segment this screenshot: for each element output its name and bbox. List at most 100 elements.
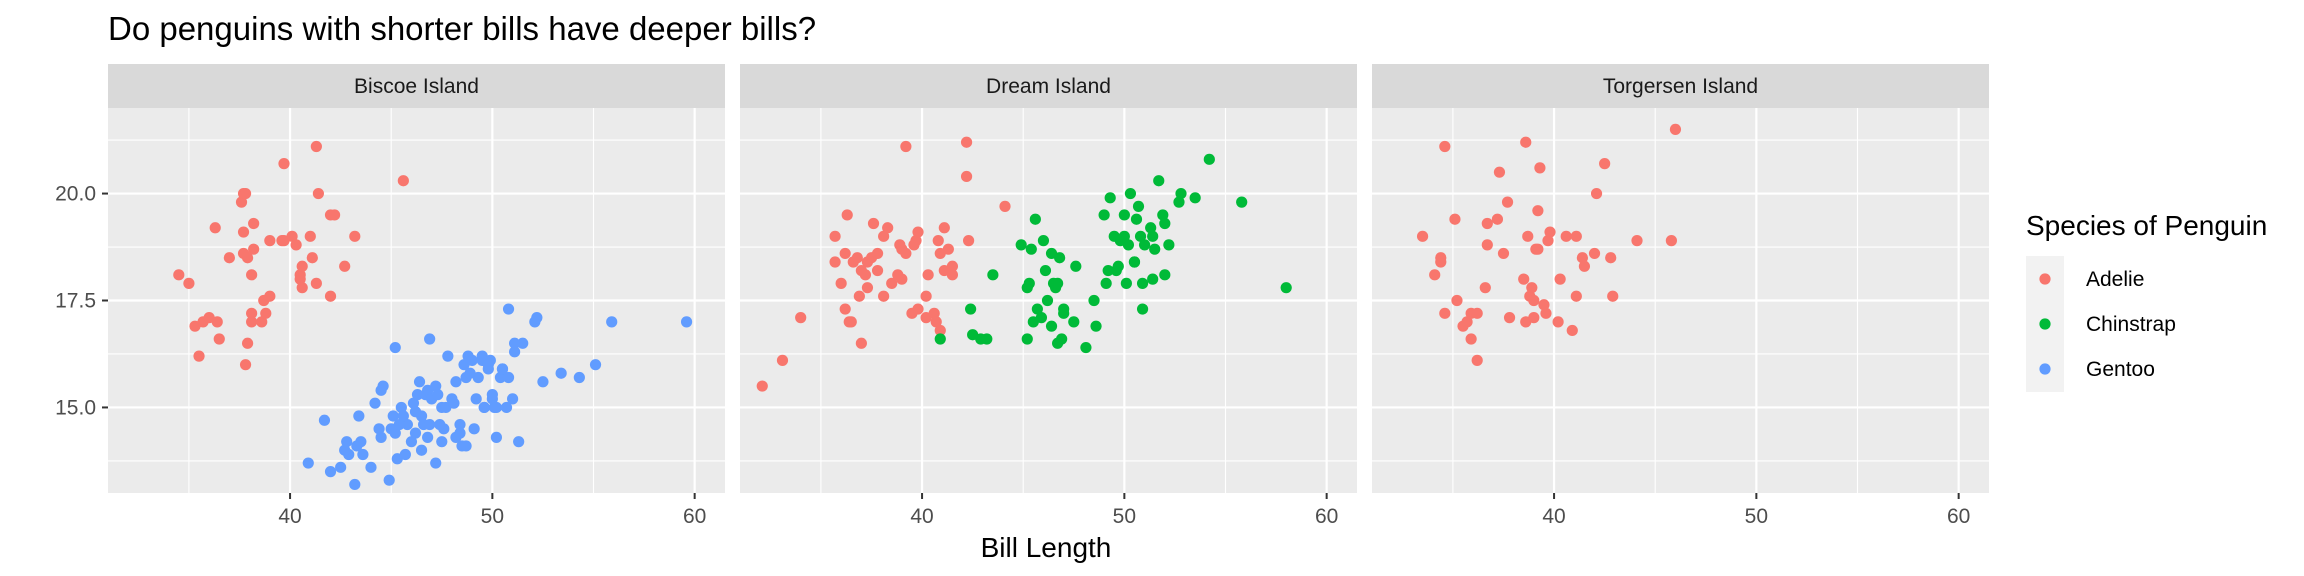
data-point-gentoo [436,436,448,448]
data-point-gentoo [422,431,434,443]
data-point-adelie [193,350,205,362]
data-point-adelie [1501,196,1514,208]
x-tick-label: 40 [1542,505,1565,528]
data-point-adelie [871,264,884,277]
data-point-gentoo [413,376,426,388]
data-point-adelie [1532,205,1544,217]
chart-title: Do penguins with shorter bills have deep… [108,10,816,47]
data-point-adelie [246,269,258,281]
data-point-adelie [286,230,298,242]
data-point-adelie [278,158,290,170]
data-point-chinstrap [1157,209,1169,221]
data-point-gentoo [401,418,413,431]
data-point-adelie [1471,307,1483,319]
data-point-adelie [1552,316,1564,328]
data-point-adelie [223,252,235,264]
facet-strip [1372,64,1989,108]
data-point-chinstrap [1128,256,1141,268]
data-point-adelie [256,316,268,328]
data-point-chinstrap [1147,273,1159,285]
data-point-gentoo [606,316,618,328]
data-point-gentoo [434,418,446,431]
legend-title: Species of Penguin [2026,210,2267,241]
data-point-chinstrap [1118,230,1130,242]
data-point-gentoo [454,427,466,439]
data-point-gentoo [468,423,480,435]
data-point-adelie [260,307,272,319]
data-point-chinstrap [1134,230,1147,242]
facet-strip-label: Dream Island [986,75,1111,98]
data-point-chinstrap [1039,264,1052,277]
data-point-adelie [310,140,322,153]
data-point-adelie [1479,282,1491,294]
data-point-gentoo [496,363,509,375]
data-point-adelie [960,170,973,183]
data-point-adelie [237,226,250,238]
data-point-chinstrap [934,333,946,345]
legend-key-adelie [2039,273,2051,285]
data-point-adelie [1429,269,1441,281]
data-point-adelie [853,290,865,302]
data-point-adelie [239,187,252,200]
data-point-gentoo [369,397,381,409]
data-point-adelie [246,316,258,328]
x-tick-label: 60 [1315,505,1338,528]
data-point-gentoo [486,389,498,401]
data-point-chinstrap [981,333,993,345]
data-point-adelie [795,312,807,324]
data-point-adelie [183,277,195,289]
data-point-adelie [851,252,863,264]
data-point-adelie [1528,312,1540,324]
data-point-adelie [306,252,318,264]
data-point-chinstrap [1159,269,1171,281]
data-point-adelie [1493,166,1506,178]
data-point-adelie [829,256,841,268]
data-point-gentoo [383,474,395,486]
data-point-gentoo [506,393,519,405]
data-point-adelie [248,243,260,255]
data-point-adelie [324,290,337,302]
data-point-adelie [756,380,768,392]
data-point-chinstrap [1173,196,1185,208]
data-point-chinstrap [1102,264,1114,277]
data-point-adelie [1566,324,1578,337]
data-point-gentoo [399,448,411,461]
data-point-adelie [1491,213,1504,225]
data-point-adelie [328,209,341,221]
data-point-gentoo [430,380,442,392]
data-point-gentoo [517,337,529,349]
x-tick-label: 60 [683,505,706,528]
data-point-adelie [1631,235,1643,247]
data-point-adelie [900,140,912,153]
data-point-adelie [839,247,851,260]
data-point-adelie [910,235,922,247]
data-point-gentoo [393,418,405,431]
data-point-gentoo [375,384,387,396]
data-point-adelie [839,303,851,315]
data-point-gentoo [373,423,385,435]
data-point-adelie [1503,312,1516,324]
data-point-gentoo [478,401,490,414]
data-point-adelie [1578,260,1591,272]
data-point-adelie [1532,243,1544,255]
data-point-adelie [1538,299,1550,311]
data-point-adelie [339,260,351,272]
data-point-adelie [1599,158,1611,170]
data-point-adelie [920,290,932,302]
data-point-chinstrap [1031,303,1043,315]
data-point-chinstrap [1015,239,1027,251]
data-point-chinstrap [1025,243,1037,255]
data-point-adelie [1554,273,1566,285]
data-point-adelie [1570,290,1582,302]
data-point-adelie [1542,235,1554,247]
data-point-gentoo [500,401,513,414]
data-point-adelie [835,277,847,289]
data-point-adelie [894,239,906,251]
data-point-chinstrap [1054,252,1066,264]
data-point-adelie [855,264,867,277]
data-point-chinstrap [1136,277,1149,289]
data-point-chinstrap [1124,187,1137,200]
data-point-adelie [962,235,975,247]
data-point-gentoo [490,431,503,443]
data-point-adelie [878,230,890,242]
